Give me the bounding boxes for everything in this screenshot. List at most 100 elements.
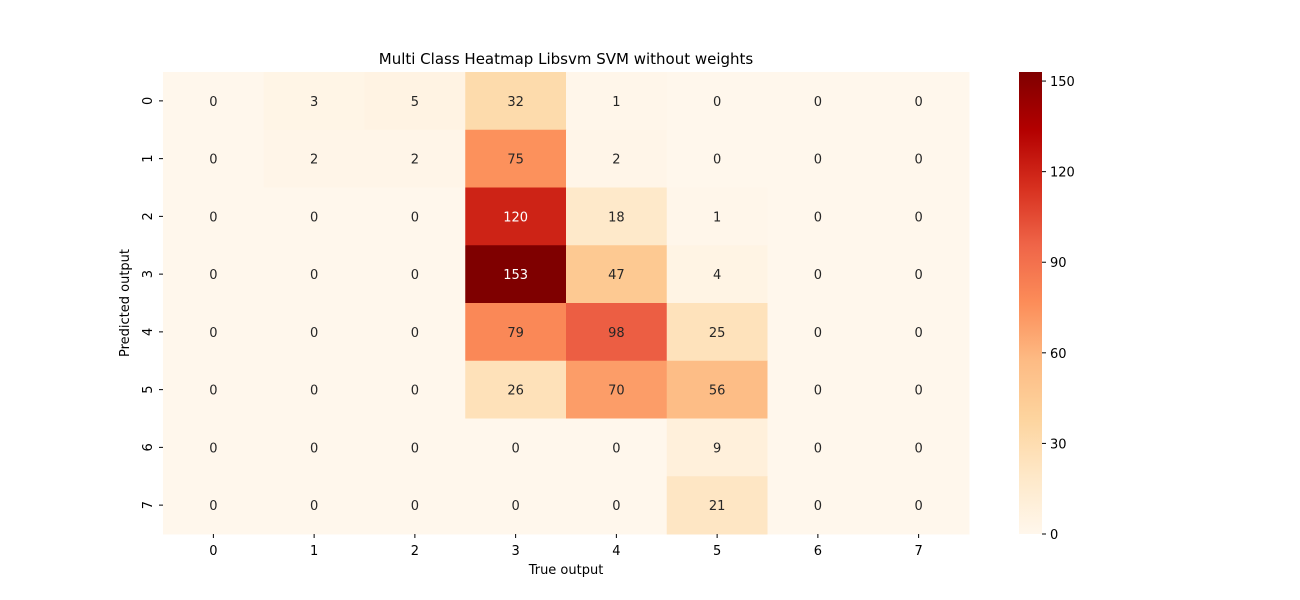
cell-value-label: 1: [612, 95, 620, 110]
heatmap-cell: [666, 72, 768, 131]
y-tick-label: 4: [141, 328, 156, 336]
x-tick-label: 7: [914, 544, 922, 559]
heatmap-cell: [868, 72, 970, 131]
y-tick-label: 7: [141, 501, 156, 509]
cell-value-label: 0: [914, 384, 922, 399]
heatmap-cell: [767, 360, 869, 419]
heatmap-cell: [163, 476, 265, 535]
cell-value-label: 0: [914, 95, 922, 110]
heatmap-cell: [163, 72, 265, 131]
heatmap-cell: [465, 245, 567, 304]
cell-value-label: 0: [814, 210, 822, 225]
cell-value-label: 0: [411, 441, 419, 456]
heatmap-cell: [465, 418, 567, 477]
colorbar-ticks: 0 30 60 90 120 150: [1042, 75, 1075, 543]
x-tick-label: 2: [411, 544, 419, 559]
colorbar-tick-label: 60: [1050, 347, 1067, 362]
cell-value-label: 0: [814, 326, 822, 341]
cell-value-label: 0: [713, 153, 721, 168]
cell-value-label: 2: [411, 153, 419, 168]
colorbar-tick-label: 0: [1050, 528, 1058, 543]
cell-value-label: 1: [713, 210, 721, 225]
heatmap-cell: [666, 187, 768, 246]
cell-value-label: 0: [914, 210, 922, 225]
heatmap-cell: [767, 303, 869, 362]
colorbar: [1019, 72, 1042, 534]
y-tick-label: 1: [141, 154, 156, 162]
cell-value-label: 0: [209, 499, 217, 514]
cell-value-label: 79: [507, 326, 524, 341]
heatmap-cell-labels: 0 3 5 32 1 0 0 0 0 2 2 75 2 0 0 0 0 0 0 120 18 1 0 0 0 0 0 153 47 4 0 0…: [209, 95, 923, 514]
heatmap-cell: [263, 245, 365, 304]
heatmap-cell: [666, 476, 768, 535]
heatmap-cell: [566, 418, 668, 477]
cell-value-label: 56: [709, 384, 726, 399]
heatmap-cell: [566, 360, 668, 419]
heatmap-cell: [566, 72, 668, 131]
heatmap-cell: [465, 476, 567, 535]
y-tick-label: 0: [141, 97, 156, 105]
cell-value-label: 0: [209, 441, 217, 456]
heatmap-cell: [465, 360, 567, 419]
cell-value-label: 2: [612, 153, 620, 168]
heatmap-cell: [868, 418, 970, 477]
heatmap-cell: [364, 129, 466, 188]
cell-value-label: 0: [511, 441, 519, 456]
cell-value-label: 0: [814, 153, 822, 168]
heatmap-cell: [767, 245, 869, 304]
heatmap-cell: [767, 129, 869, 188]
y-tick-label: 2: [141, 212, 156, 220]
heatmap-cell: [364, 245, 466, 304]
cell-value-label: 0: [411, 499, 419, 514]
heatmap-cell: [163, 129, 265, 188]
heatmap-cell: [163, 187, 265, 246]
heatmap-cell: [263, 129, 365, 188]
x-tick-label: 4: [612, 544, 620, 559]
cell-value-label: 0: [914, 326, 922, 341]
y-tick-label: 3: [141, 270, 156, 278]
heatmap-cell: [666, 129, 768, 188]
x-tick-label: 0: [209, 544, 217, 559]
cell-value-label: 0: [209, 268, 217, 283]
y-axis: 0 1 2 3 4 5 6 7: [141, 97, 163, 509]
cell-value-label: 0: [814, 441, 822, 456]
heatmap-cell: [465, 187, 567, 246]
heatmap-cell: [868, 187, 970, 246]
heatmap-cell: [465, 303, 567, 362]
heatmap-cell: [465, 129, 567, 188]
cell-value-label: 0: [914, 153, 922, 168]
cell-value-label: 75: [507, 153, 524, 168]
heatmap-cell: [163, 303, 265, 362]
heatmap-cell: [364, 360, 466, 419]
heatmap-cell: [263, 418, 365, 477]
cell-value-label: 0: [310, 441, 318, 456]
heatmap-cell: [364, 72, 466, 131]
heatmap-cell: [364, 418, 466, 477]
cell-value-label: 0: [814, 384, 822, 399]
x-tick-label: 1: [310, 544, 318, 559]
heatmap-cell: [868, 303, 970, 362]
heatmap-cell: [666, 245, 768, 304]
heatmap-cells: [163, 72, 970, 535]
cell-value-label: 0: [209, 95, 217, 110]
heatmap-cell: [868, 360, 970, 419]
cell-value-label: 5: [411, 95, 419, 110]
cell-value-label: 153: [503, 268, 528, 283]
cell-value-label: 0: [310, 326, 318, 341]
cell-value-label: 25: [709, 326, 726, 341]
heatmap-cell: [163, 360, 265, 419]
heatmap-cell: [666, 303, 768, 362]
colorbar-tick-label: 120: [1050, 166, 1075, 181]
cell-value-label: 0: [814, 268, 822, 283]
cell-value-label: 0: [612, 441, 620, 456]
cell-value-label: 0: [411, 384, 419, 399]
cell-value-label: 47: [608, 268, 625, 283]
x-tick-label: 3: [511, 544, 519, 559]
cell-value-label: 3: [310, 95, 318, 110]
cell-value-label: 0: [310, 499, 318, 514]
cell-value-label: 0: [411, 210, 419, 225]
cell-value-label: 0: [914, 268, 922, 283]
heatmap-cell: [566, 476, 668, 535]
heatmap-cell: [566, 187, 668, 246]
